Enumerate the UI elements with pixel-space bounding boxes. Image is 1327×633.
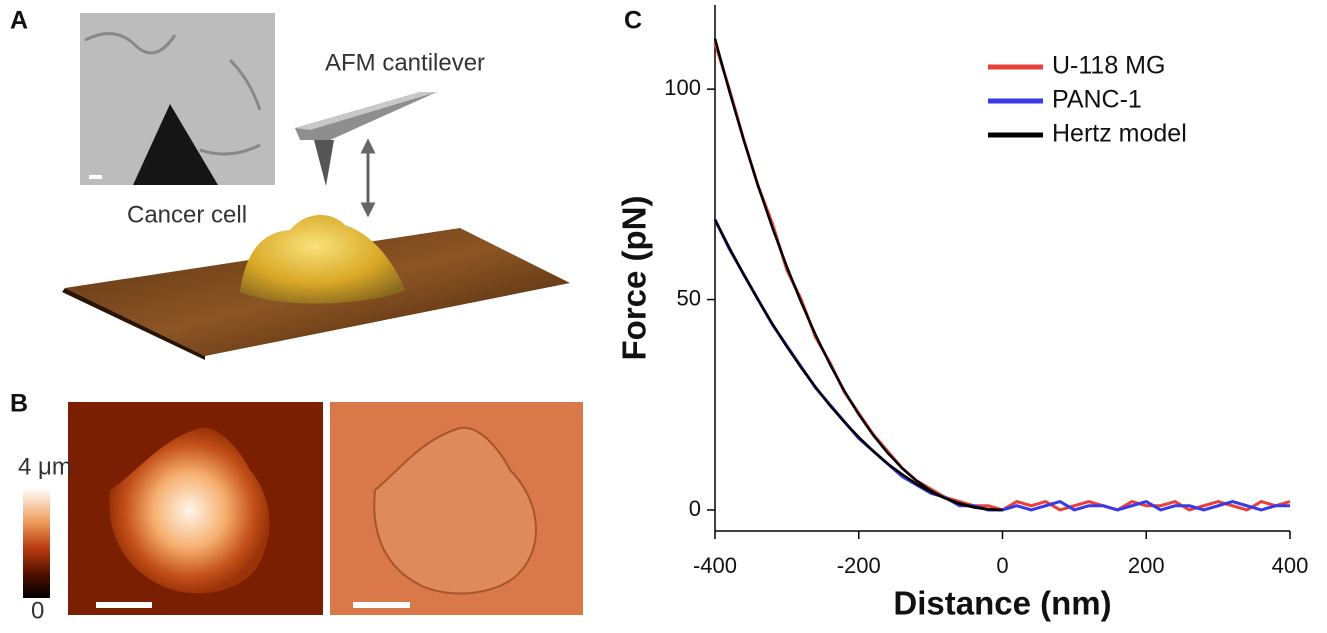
data-line: [713, 42, 1291, 512]
panel-label: C: [624, 7, 642, 35]
x-tick-label: -400: [693, 553, 737, 578]
substrate-edge: [62, 288, 205, 360]
legend-label: Hertz model: [1052, 120, 1187, 148]
cell-3d: [240, 214, 405, 304]
data-line: [713, 218, 1290, 512]
cell-deflection: [373, 426, 537, 595]
panel-label: A: [10, 7, 28, 35]
cantilever-tip: [314, 140, 334, 186]
cantilever: [295, 92, 437, 140]
legend-label: U-118 MG: [1052, 52, 1165, 80]
panel-label: B: [10, 390, 28, 418]
x-axis-label: Distance (nm): [893, 585, 1111, 622]
legend-label: PANC-1: [1052, 86, 1142, 114]
cell-label: Cancer cell: [127, 201, 247, 228]
y-tick-label: 0: [689, 496, 701, 521]
scale-bar: [89, 175, 102, 179]
cell-height: [109, 427, 270, 594]
texture: [84, 32, 262, 156]
x-tick-label: 200: [1128, 553, 1165, 578]
x-tick-label: 0: [996, 553, 1008, 578]
colorbar-min: 0: [31, 597, 44, 624]
y-tick-label: 50: [677, 285, 701, 310]
y-axis-label: Force (pN): [616, 196, 653, 361]
cantilever-label: AFM cantilever: [325, 49, 485, 76]
x-tick-label: -200: [837, 553, 881, 578]
cantilever-top: [295, 92, 437, 130]
cantilever-shadow: [133, 104, 218, 185]
colorbar: [23, 488, 50, 598]
chart: 0 50 100 -400 -200 0 200 400 Distance (nm) Force …: [616, 5, 1309, 622]
colorbar-max: 4 μm: [18, 453, 72, 480]
y-tick-label: 100: [664, 75, 701, 100]
x-tick-label: 400: [1272, 553, 1309, 578]
fit-line: [713, 219, 1003, 512]
